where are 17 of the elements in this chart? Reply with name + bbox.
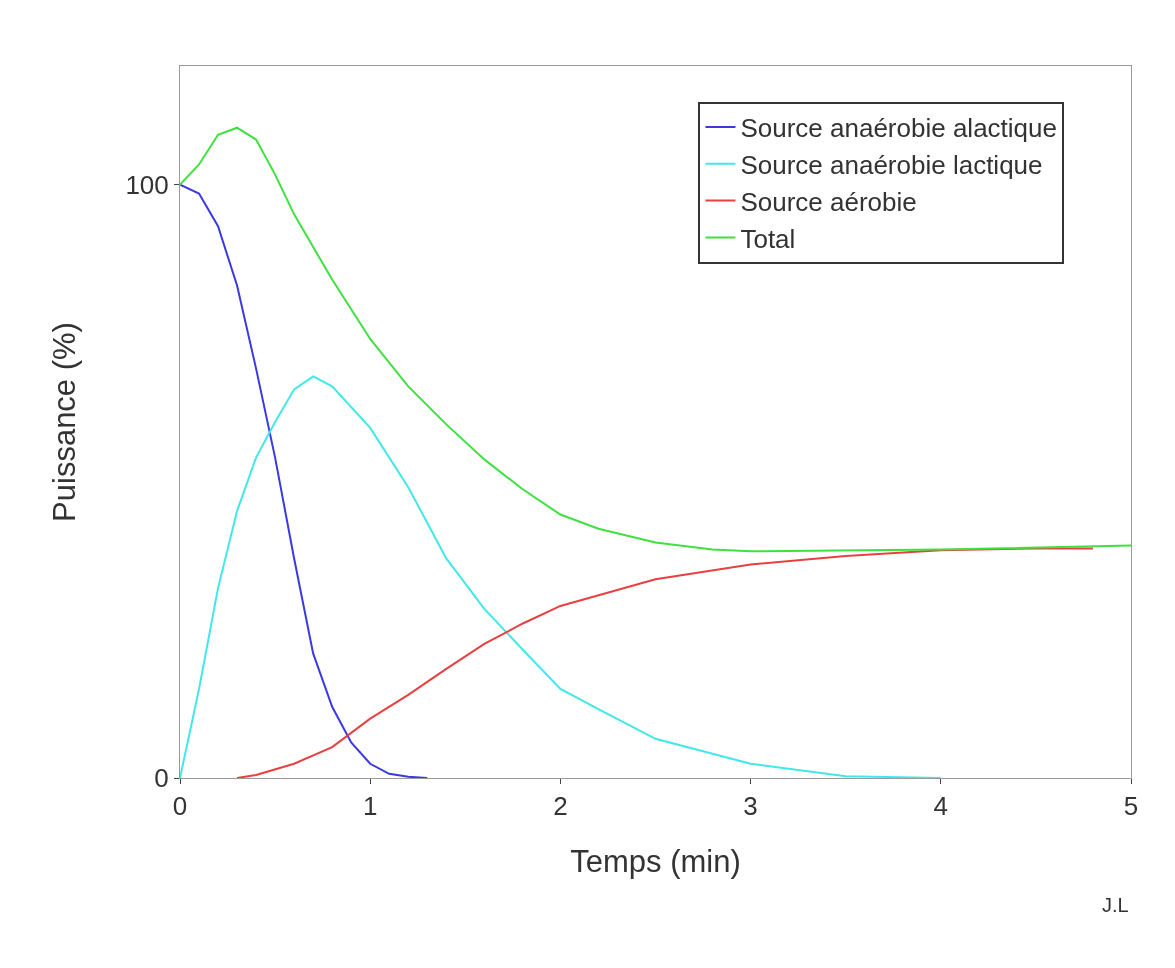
legend-label: Total [740, 223, 796, 254]
line-series [236, 547, 1094, 778]
x-axis-title: Temps (min) [570, 844, 741, 880]
legend-label: Source anaérobie lactique [740, 149, 1043, 180]
legend-label: Source anaérobie alactique [740, 113, 1057, 144]
y-tick-label: 100 [125, 169, 169, 200]
text: J.L [1102, 894, 1129, 916]
x-tick-label: 3 [743, 791, 758, 822]
x-tick-label: 1 [362, 791, 378, 822]
line-series [180, 375, 942, 778]
x-tick-label: 2 [553, 791, 568, 822]
x-tick-label: 0 [172, 791, 188, 822]
line-series [180, 183, 429, 778]
legend-label: Source aérobie [740, 186, 917, 217]
x-tick-label: 5 [1123, 791, 1139, 822]
x-tick-label: 4 [933, 791, 949, 822]
y-axis-title: Puissance (%) [47, 322, 83, 522]
